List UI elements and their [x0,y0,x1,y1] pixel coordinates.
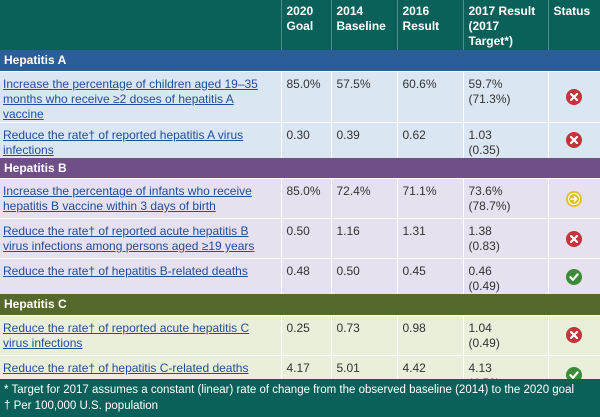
hepatitis-goals-table: 2020 Goal 2014 Baseline 2016 Result 2017… [0,0,600,395]
target-2017-value: (71.3%) [468,91,511,106]
baseline-2014-cell: 1.16 [331,218,398,259]
section-hepatitis-b: Hepatitis B [0,157,600,179]
section-title: Hepatitis C [0,294,600,315]
result-2017-cell: 1.03 (0.35) [463,121,549,158]
status-cell [548,70,600,122]
status-cell [548,218,600,259]
status-cell [548,121,600,158]
footnote-rate: † Per 100,000 U.S. population [4,400,159,412]
not-met-x-icon [566,132,583,148]
result-2017-value: 1.38 [468,224,492,238]
target-2017-value: (0.35) [468,142,500,157]
section-title: Hepatitis A [0,50,600,71]
met-check-icon [566,268,583,285]
status-cell [548,258,600,294]
table-row: Reduce the rate† of reported hepatitis A… [0,121,600,158]
result-2016-cell: 0.45 [397,258,464,294]
status-cell [548,178,600,219]
goal-2020-cell: 0.30 [281,121,332,158]
header-2016-result: 2016 Result [397,0,464,50]
section-hepatitis-c: Hepatitis C [0,294,600,315]
table-row: Increase the percentage of infants who r… [0,178,600,219]
result-2017-value: 0.46 [468,264,492,278]
target-2017-value: (0.49) [468,335,500,350]
result-2016-cell: 71.1% [397,178,464,219]
table-row: Reduce the rate† of reported acute hepat… [0,314,600,355]
progress-arrow-icon [566,190,583,207]
objective-link[interactable]: Reduce the rate† of reported acute hepat… [3,224,255,253]
objective-link[interactable]: Reduce the rate† of reported hepatitis A… [3,127,244,157]
table-row: Reduce the rate† of hepatitis B-related … [0,258,600,294]
baseline-2014-cell: 0.73 [331,314,398,355]
result-2016-cell: 0.98 [397,314,464,355]
objective-link[interactable]: Increase the percentage of children aged… [3,76,258,121]
section-title: Hepatitis B [0,157,600,179]
objective-link[interactable]: Increase the percentage of infants who r… [3,184,252,213]
baseline-2014-cell: 0.50 [331,258,398,294]
footnote-target: * Target for 2017 assumes a constant (li… [4,384,575,396]
goal-2020-cell: 85.0% [281,70,332,122]
result-2017-value: 1.04 [468,320,492,335]
header-objective [0,0,282,50]
target-2017-value: (78.7%) [468,199,511,213]
result-2017-cell: 59.7% (71.3%) [463,70,549,122]
result-2017-value: 4.13 [468,360,492,375]
goal-2020-cell: 0.48 [281,258,332,294]
result-2017-value: 1.03 [468,127,492,142]
goal-2020-cell: 0.50 [281,218,332,259]
table-row: Increase the percentage of children aged… [0,70,600,122]
objective-link[interactable]: Reduce the rate† of hepatitis B-related … [3,264,248,278]
target-2017-value: (0.49) [468,279,500,293]
header-2014-baseline: 2014 Baseline [331,0,398,50]
goal-2020-cell: 0.25 [281,314,332,355]
goal-2020-cell: 85.0% [281,178,332,219]
table-row: Reduce the rate† of reported acute hepat… [0,218,600,259]
result-2016-cell: 60.6% [397,70,464,122]
result-2017-cell: 0.46 (0.49) [463,258,549,294]
header-2020-goal: 2020 Goal [281,0,332,50]
target-2017-value: (0.83) [468,239,500,253]
objective-link[interactable]: Reduce the rate† of hepatitis C-related … [3,360,249,375]
header-2017-result: 2017 Result (2017 Target*) [463,0,549,50]
result-2017-cell: 1.04 (0.49) [463,314,549,355]
not-met-x-icon [566,88,583,105]
objective-link[interactable]: Reduce the rate† of reported acute hepat… [3,320,250,350]
baseline-2014-cell: 57.5% [331,70,398,122]
header-status: Status [548,0,600,50]
result-2016-cell: 0.62 [397,121,464,158]
result-2017-value: 59.7% [468,76,503,91]
result-2017-value: 73.6% [468,184,503,198]
not-met-x-icon [566,230,583,247]
not-met-x-icon [566,327,583,343]
header-row: 2020 Goal 2014 Baseline 2016 Result 2017… [0,0,600,50]
result-2017-cell: 1.38 (0.83) [463,218,549,259]
table-footnotes: * Target for 2017 assumes a constant (li… [0,379,600,417]
result-2017-cell: 73.6% (78.7%) [463,178,549,219]
status-cell [548,314,600,355]
result-2016-cell: 1.31 [397,218,464,259]
section-hepatitis-a: Hepatitis A [0,50,600,71]
baseline-2014-cell: 0.39 [331,121,398,158]
baseline-2014-cell: 72.4% [331,178,398,219]
